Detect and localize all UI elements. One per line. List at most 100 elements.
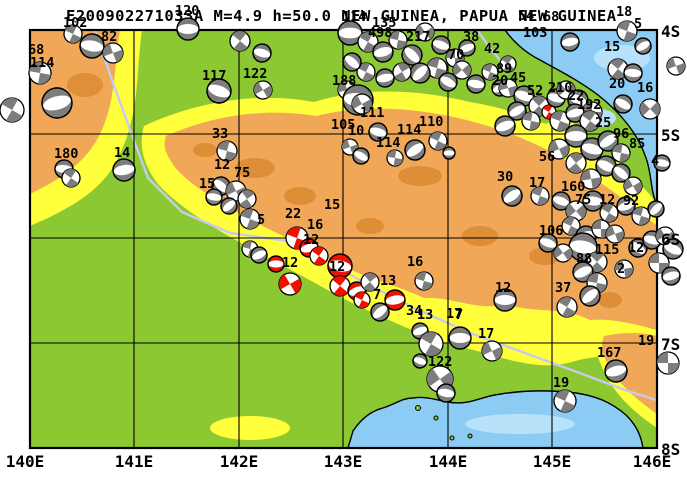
beachball[interactable] [375,68,396,89]
beachball[interactable] [267,255,285,273]
beachball[interactable] [348,90,375,117]
beachball[interactable] [357,269,382,294]
beachball[interactable] [388,30,409,51]
beachball[interactable] [176,17,200,41]
beachball[interactable] [611,143,632,164]
beachball[interactable] [354,60,378,84]
beachball[interactable] [632,35,654,57]
beachball[interactable] [218,195,241,218]
beachball[interactable] [656,351,680,375]
beachball[interactable] [436,383,457,404]
beachball[interactable] [576,282,604,310]
beachball[interactable] [0,94,28,127]
beachball[interactable] [371,40,395,64]
beachball[interactable] [234,186,259,211]
beachball[interactable] [660,236,687,263]
beachball[interactable] [398,41,426,69]
beachball[interactable] [411,352,429,370]
beachball[interactable] [457,38,478,59]
beachball[interactable] [351,289,372,310]
beachball[interactable] [497,77,519,99]
beachball[interactable] [614,259,635,280]
beachball[interactable] [367,121,389,143]
beachball[interactable] [448,326,472,350]
beachball[interactable] [564,124,588,148]
beachball[interactable] [111,157,136,182]
beachball[interactable] [603,358,630,385]
beachball[interactable] [350,145,372,167]
beachball[interactable] [664,54,687,77]
beachball[interactable] [100,40,126,66]
beachball[interactable] [614,18,640,44]
beachball[interactable] [275,269,305,299]
beachball[interactable] [339,49,364,74]
beachball[interactable] [39,85,76,122]
beachball[interactable] [579,136,606,163]
beachball[interactable] [337,20,363,46]
beachball[interactable] [582,190,604,212]
beachball[interactable] [493,288,517,312]
beachball[interactable] [406,59,434,87]
beachball[interactable] [436,70,461,95]
beachball[interactable] [492,113,518,139]
beachball[interactable] [251,78,276,103]
beachball[interactable] [636,95,664,123]
beachball[interactable] [412,19,437,44]
beachball[interactable] [479,338,506,365]
beachball[interactable] [604,55,632,83]
beachball[interactable] [383,288,406,311]
beachball[interactable] [226,27,254,55]
beachball[interactable] [623,63,643,83]
beachball[interactable] [58,165,83,190]
beachball[interactable] [560,32,581,53]
beachball[interactable] [546,136,573,163]
beachball[interactable] [576,107,604,135]
beachball[interactable] [521,111,542,132]
beachball[interactable] [237,206,263,232]
beachball[interactable] [653,154,672,173]
beachball[interactable] [386,149,405,168]
beachball[interactable] [608,160,633,185]
beachball[interactable] [205,188,224,207]
beachball[interactable] [480,62,501,83]
beachball[interactable] [593,153,620,180]
beachball[interactable] [550,240,575,265]
beachball[interactable] [621,174,646,199]
beachball[interactable] [78,32,106,60]
beachball[interactable] [415,328,448,361]
beachball[interactable] [648,252,670,274]
beachball[interactable] [645,198,668,221]
beachball[interactable] [550,386,579,415]
beachball[interactable] [466,74,487,95]
beachball[interactable] [564,102,586,124]
beachball[interactable] [215,139,239,163]
beachball[interactable] [553,293,580,320]
beachball[interactable] [611,92,636,117]
beachball[interactable] [497,53,519,75]
beachball[interactable] [536,231,559,254]
beachball[interactable] [401,136,429,164]
beachball[interactable] [27,60,52,85]
beachball[interactable] [413,270,435,292]
beachball[interactable] [579,167,602,190]
beachball[interactable] [547,108,573,134]
beachball[interactable] [426,129,450,153]
beachball[interactable] [498,182,526,210]
beachball[interactable] [442,146,456,160]
beachball[interactable] [630,205,652,227]
beachball[interactable] [528,184,551,207]
beachball[interactable] [367,299,392,324]
beachball[interactable] [429,33,452,56]
beachball[interactable] [204,76,235,107]
beachball[interactable] [61,22,85,46]
beachball[interactable] [562,149,590,177]
beachball[interactable] [251,42,273,64]
beachball[interactable] [660,265,682,287]
beachball[interactable] [603,222,626,245]
beachball[interactable] [449,57,474,82]
beachball[interactable] [614,194,637,217]
beachball[interactable] [306,243,331,268]
beachball[interactable] [326,272,354,300]
beachball[interactable] [248,244,269,265]
beachball[interactable] [505,99,530,124]
